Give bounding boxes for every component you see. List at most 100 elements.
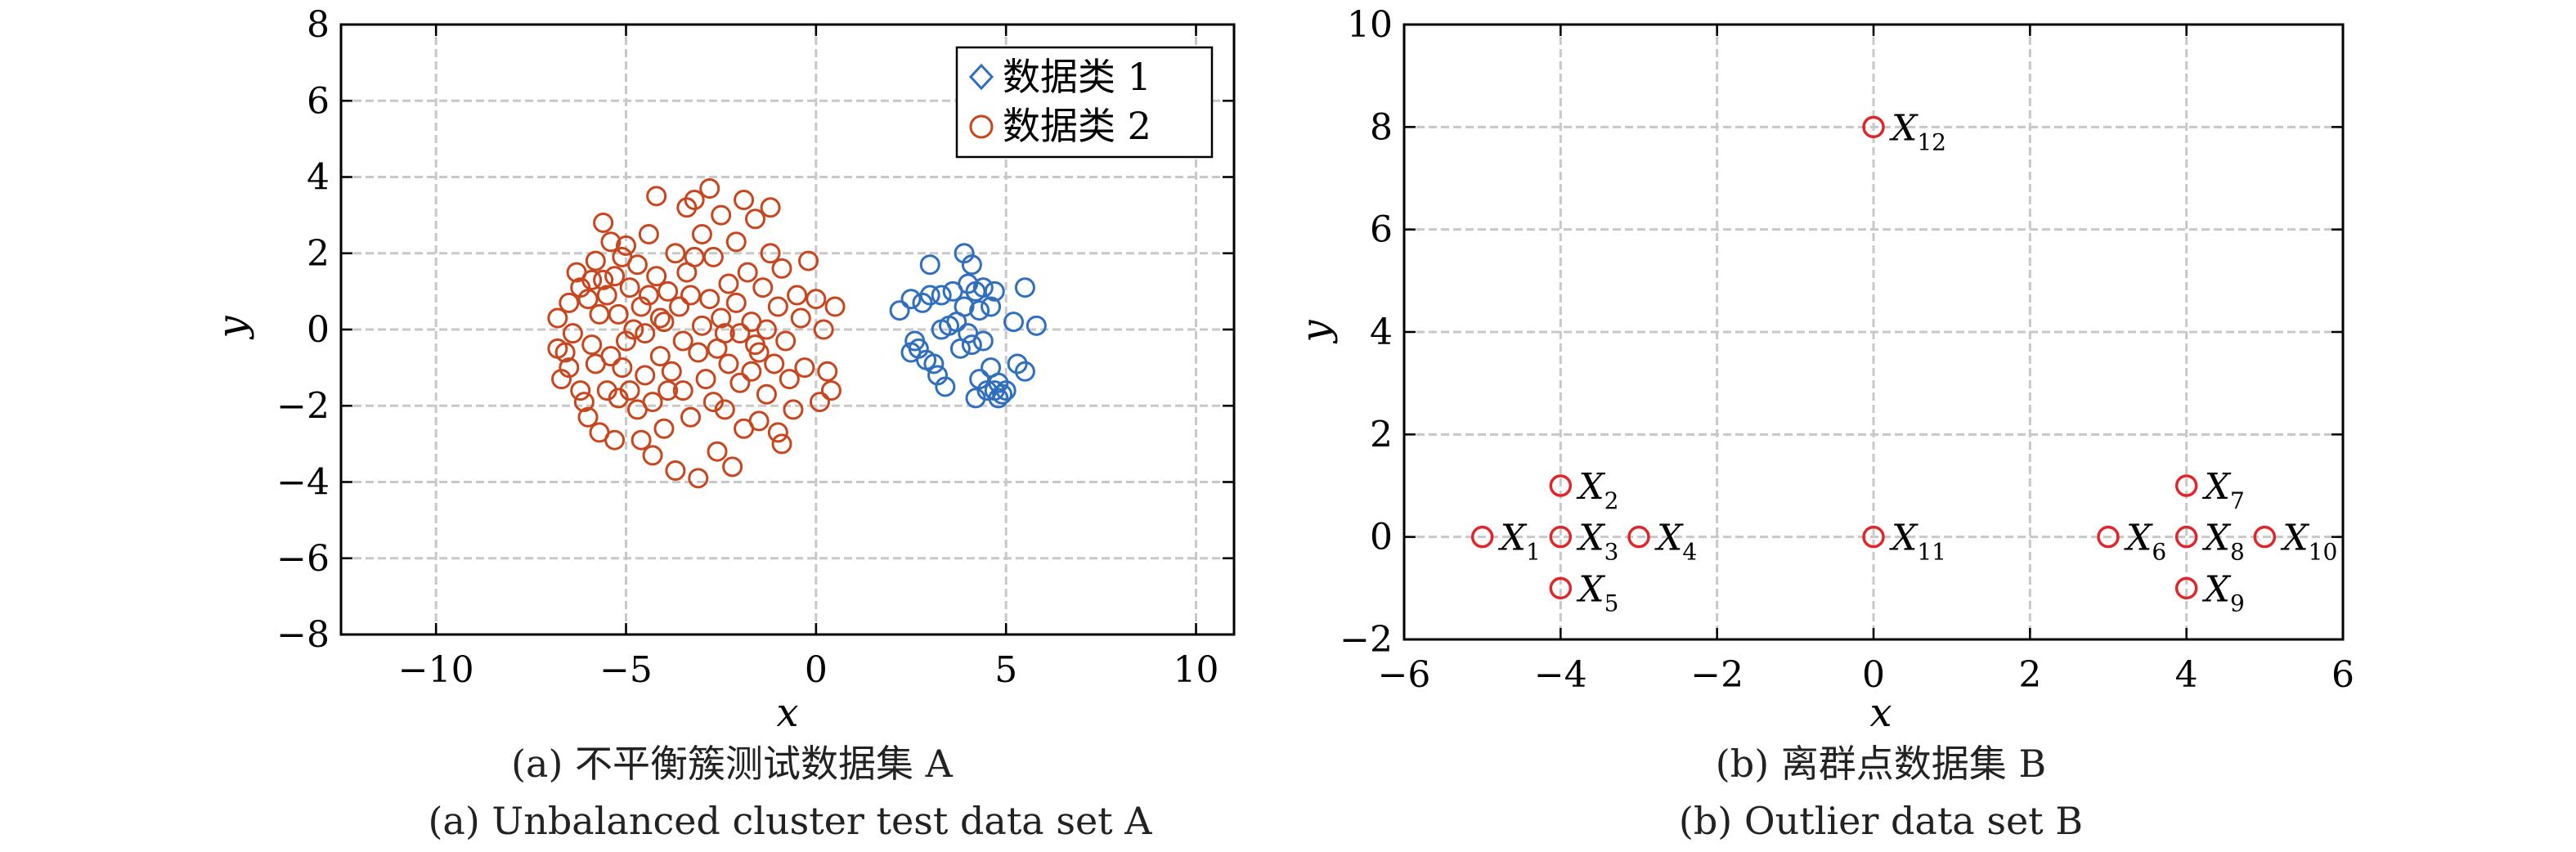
- series2-point: [767, 422, 788, 443]
- x-tick-label: 5: [994, 649, 1017, 691]
- y-tick-label: −2: [1340, 619, 1393, 661]
- panel-b-grid: [1404, 25, 2343, 639]
- series2-point: [748, 410, 770, 432]
- series2-point: [577, 406, 599, 428]
- outlier-point-label-12: X12: [1889, 107, 1946, 155]
- series2-point: [760, 197, 781, 218]
- outlier-point-1: [1470, 525, 1494, 549]
- series2-point: [711, 307, 732, 329]
- x-tick-label: 10: [1174, 649, 1219, 691]
- outlier-point-label-8: X8: [2202, 518, 2245, 566]
- series2-point: [612, 246, 633, 267]
- legend-series2-label: 数据类 2: [1003, 104, 1151, 148]
- series1-point: [931, 285, 952, 306]
- series2-point: [649, 307, 671, 329]
- x-tick-label: −2: [1690, 654, 1744, 696]
- legend-series1-label: 数据类 1: [1003, 55, 1151, 99]
- series1-point: [992, 383, 1013, 405]
- series1-point: [889, 300, 910, 321]
- series1-point: [923, 353, 945, 374]
- series2-point: [817, 361, 838, 382]
- series2-point: [547, 307, 568, 329]
- series1-point: [981, 357, 1002, 379]
- series2-point: [638, 285, 659, 306]
- series2-point: [665, 243, 686, 264]
- series2-point: [737, 262, 758, 283]
- y-tick-label: 6: [1370, 209, 1393, 251]
- series2-point: [657, 280, 679, 302]
- series2-point: [669, 296, 690, 317]
- series2-point: [741, 361, 762, 382]
- x-tick-label: −5: [599, 649, 653, 691]
- series2-point: [593, 212, 614, 233]
- series2-point: [684, 246, 705, 267]
- series2-point: [734, 189, 755, 210]
- outlier-point-label-5: X5: [1576, 568, 1618, 617]
- x-tick-label: −4: [1534, 654, 1587, 696]
- x-tick-label: 0: [805, 649, 828, 691]
- panel-b-caption-cn: (b) 离群点数据集 B: [1716, 742, 2046, 786]
- outlier-point-8: [2174, 525, 2198, 549]
- series1-point: [958, 273, 979, 294]
- series1-point: [984, 280, 1005, 302]
- series2-point: [764, 353, 785, 374]
- series2-point: [573, 392, 595, 413]
- outlier-point-2: [1549, 474, 1573, 497]
- series1-point: [1003, 312, 1024, 333]
- panel-a-caption-en: (a) Unbalanced cluster test data set A: [428, 799, 1152, 843]
- series2-point: [604, 429, 626, 451]
- series2-point: [680, 285, 702, 306]
- series2-point: [642, 392, 663, 413]
- series2-point: [745, 334, 766, 356]
- series2-point: [707, 441, 728, 462]
- panel-a-y-axis-title: y: [209, 316, 255, 340]
- y-tick-label: 2: [1370, 414, 1393, 455]
- series2-point: [771, 433, 792, 455]
- series2-point: [585, 250, 606, 271]
- outlier-point-10: [2253, 525, 2277, 549]
- y-tick-label: −4: [276, 462, 330, 504]
- outlier-point-6: [2097, 525, 2120, 549]
- series2-point: [581, 269, 603, 290]
- series2-point: [820, 380, 841, 401]
- series2-point: [638, 223, 659, 244]
- outlier-point-label-11: X11: [1889, 518, 1946, 566]
- series2-point: [725, 231, 747, 253]
- series2-point: [725, 292, 747, 313]
- series1-point: [961, 334, 982, 356]
- series2-point: [756, 383, 777, 405]
- panel-a-x-axis-title: x: [776, 690, 798, 736]
- series2-point: [608, 303, 629, 325]
- outlier-point-5: [1549, 576, 1573, 600]
- series2-point: [756, 319, 777, 340]
- series2-point: [714, 399, 735, 420]
- outlier-point-label-9: X9: [2202, 568, 2245, 617]
- series1-point: [935, 376, 956, 397]
- series2-point: [657, 380, 679, 401]
- outlier-point-label-7: X7: [2202, 466, 2245, 514]
- series2-point: [699, 177, 720, 199]
- series2-point: [813, 319, 834, 340]
- panel-b-x-axis-title: x: [1869, 690, 1892, 736]
- series2-point: [672, 330, 693, 352]
- series2-point: [783, 399, 804, 420]
- series2-point: [684, 189, 705, 210]
- series1-point: [1014, 277, 1035, 298]
- series2-point: [794, 357, 815, 379]
- series2-point: [631, 429, 652, 451]
- y-tick-label: 8: [307, 4, 330, 46]
- series2-point: [600, 346, 622, 367]
- series2-point: [729, 372, 751, 393]
- y-tick-label: 0: [307, 309, 330, 351]
- outlier-point-label-6: X6: [2124, 518, 2166, 566]
- series1-point: [972, 277, 994, 298]
- series2-point: [554, 342, 576, 363]
- series2-point: [760, 243, 781, 264]
- series2-point: [581, 334, 603, 356]
- series2-point: [589, 303, 610, 325]
- series2-point: [577, 289, 599, 310]
- legend-series1-diamond-icon: [968, 63, 994, 91]
- series2-point: [612, 357, 633, 379]
- outlier-point-label-1: X1: [1498, 518, 1541, 566]
